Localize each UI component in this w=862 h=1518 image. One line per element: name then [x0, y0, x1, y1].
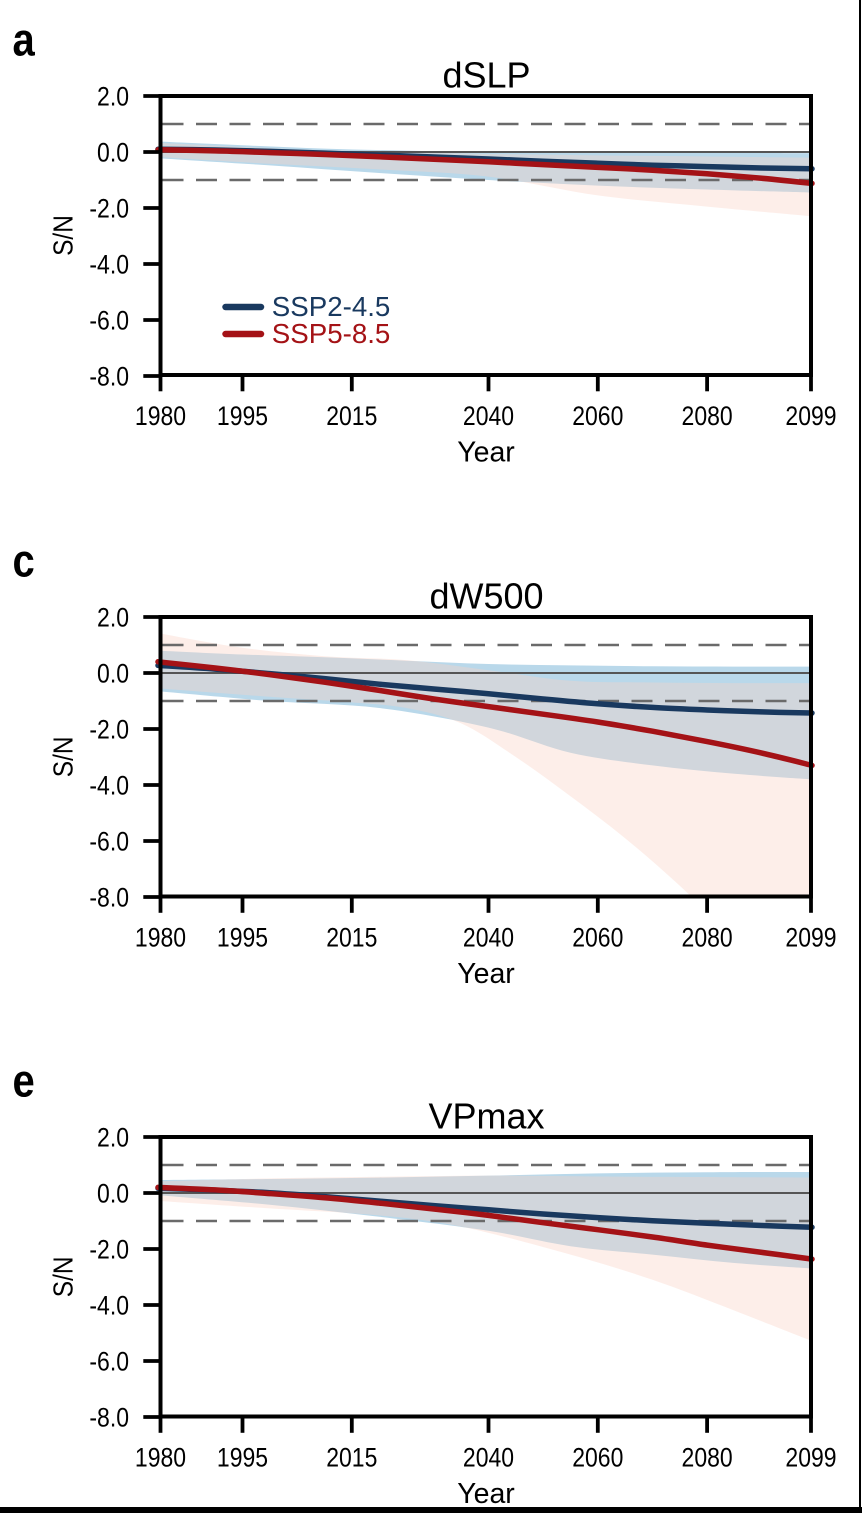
svg-text:0.0: 0.0: [97, 660, 129, 689]
svg-text:-8.0: -8.0: [89, 884, 129, 913]
svg-text:2080: 2080: [682, 924, 733, 953]
svg-text:1980: 1980: [135, 1444, 186, 1473]
svg-text:2040: 2040: [463, 1444, 514, 1473]
svg-text:-8.0: -8.0: [89, 1404, 129, 1433]
svg-text:-6.0: -6.0: [89, 1348, 129, 1377]
svg-text:2099: 2099: [785, 924, 836, 953]
svg-text:dSLP: dSLP: [442, 54, 530, 95]
svg-text:2.0: 2.0: [97, 1124, 129, 1153]
svg-text:dW500: dW500: [429, 575, 543, 616]
svg-text:SSP2-4.5: SSP2-4.5: [272, 291, 391, 322]
svg-text:Year: Year: [457, 436, 515, 468]
svg-text:2.0: 2.0: [97, 83, 129, 112]
svg-text:-4.0: -4.0: [89, 772, 129, 801]
svg-text:2060: 2060: [572, 924, 623, 953]
svg-text:0.0: 0.0: [97, 139, 129, 168]
svg-text:-8.0: -8.0: [89, 363, 129, 392]
svg-text:c: c: [13, 536, 35, 588]
svg-text:VPmax: VPmax: [428, 1095, 544, 1136]
svg-text:-2.0: -2.0: [89, 716, 129, 745]
svg-text:2015: 2015: [326, 402, 377, 431]
svg-text:S/N: S/N: [47, 1256, 79, 1297]
svg-text:-4.0: -4.0: [89, 251, 129, 280]
svg-text:2.0: 2.0: [97, 604, 129, 633]
svg-text:Year: Year: [457, 1478, 515, 1510]
svg-text:2015: 2015: [326, 1444, 377, 1473]
svg-text:1995: 1995: [217, 1444, 268, 1473]
svg-text:-6.0: -6.0: [89, 307, 129, 336]
svg-text:1980: 1980: [135, 924, 186, 953]
svg-text:2099: 2099: [785, 1444, 836, 1473]
svg-text:2099: 2099: [785, 402, 836, 431]
svg-text:Year: Year: [457, 958, 515, 990]
svg-text:2015: 2015: [326, 924, 377, 953]
svg-text:-2.0: -2.0: [89, 1236, 129, 1265]
svg-text:a: a: [13, 15, 36, 67]
svg-text:2080: 2080: [682, 402, 733, 431]
svg-text:1995: 1995: [217, 402, 268, 431]
svg-text:-6.0: -6.0: [89, 828, 129, 857]
svg-text:2040: 2040: [463, 924, 514, 953]
svg-text:S/N: S/N: [47, 215, 79, 256]
svg-text:2040: 2040: [463, 402, 514, 431]
svg-text:2060: 2060: [572, 1444, 623, 1473]
svg-text:e: e: [13, 1056, 35, 1108]
svg-text:SSP5-8.5: SSP5-8.5: [272, 318, 391, 349]
svg-text:2080: 2080: [682, 1444, 733, 1473]
svg-text:-2.0: -2.0: [89, 195, 129, 224]
svg-text:0.0: 0.0: [97, 1180, 129, 1209]
svg-text:-4.0: -4.0: [89, 1292, 129, 1321]
svg-text:1980: 1980: [135, 402, 186, 431]
svg-text:1995: 1995: [217, 924, 268, 953]
svg-text:2060: 2060: [572, 402, 623, 431]
svg-text:S/N: S/N: [47, 736, 79, 777]
